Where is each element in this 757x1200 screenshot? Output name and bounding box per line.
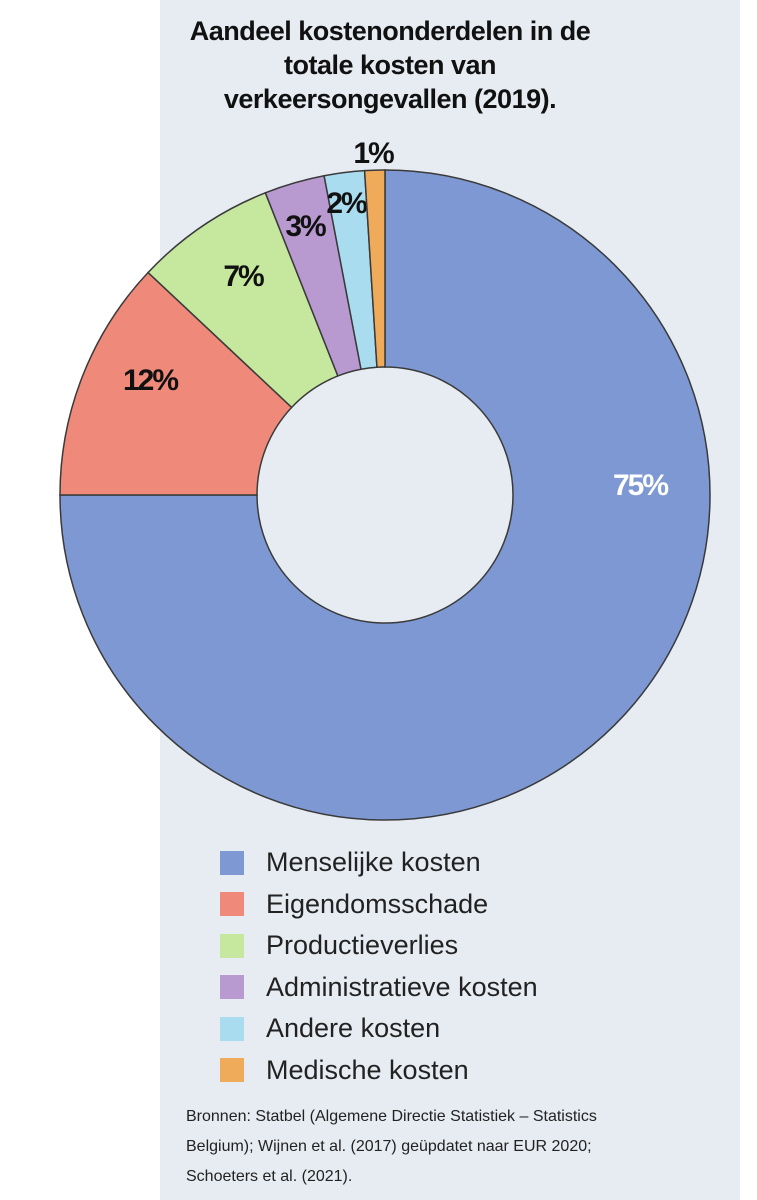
legend-swatch <box>220 1058 244 1083</box>
legend-label: Eigendomsschade <box>266 888 489 919</box>
chart-title: Aandeel kostenonderdelen in de totale ko… <box>189 16 591 114</box>
value-label: 2% <box>326 187 367 220</box>
legend-item: Medische kosten <box>220 1050 538 1092</box>
legend-swatch <box>220 933 244 958</box>
legend-item: Administratieve kosten <box>220 967 538 1009</box>
value-label: 75% <box>613 469 668 502</box>
value-label: 12% <box>123 364 178 397</box>
legend-item: Eigendomsschade <box>220 884 538 926</box>
value-label: 7% <box>223 260 264 293</box>
legend-item: Menselijke kosten <box>220 842 538 884</box>
donut-slice <box>59 169 711 821</box>
donut-slice <box>363 169 386 369</box>
legend-item: Productieverlies <box>220 925 538 967</box>
legend-label: Administratieve kosten <box>266 971 538 1002</box>
legend-swatch <box>220 892 244 917</box>
chart: 75% 12% 7% 3%2% 1% <box>59 137 711 821</box>
legend-swatch <box>220 850 244 875</box>
legend-label: Productieverlies <box>266 930 459 961</box>
legend-label: Menselijke kosten <box>266 847 481 878</box>
donut-slice <box>59 271 293 496</box>
legend-label: Medische kosten <box>266 1054 469 1085</box>
legend-swatch <box>220 975 244 1000</box>
value-label: 1% <box>353 137 394 170</box>
value-label: 3% <box>285 210 326 243</box>
legend-item: Andere kosten <box>220 1008 538 1050</box>
legend-label: Andere kosten <box>266 1013 441 1044</box>
source-note: Bronnen: Statbel (Algemene Directie Stat… <box>186 1108 597 1185</box>
legend: Menselijke kosten Eigendomsschade Producti… <box>220 842 538 1091</box>
legend-swatch <box>220 1016 244 1041</box>
